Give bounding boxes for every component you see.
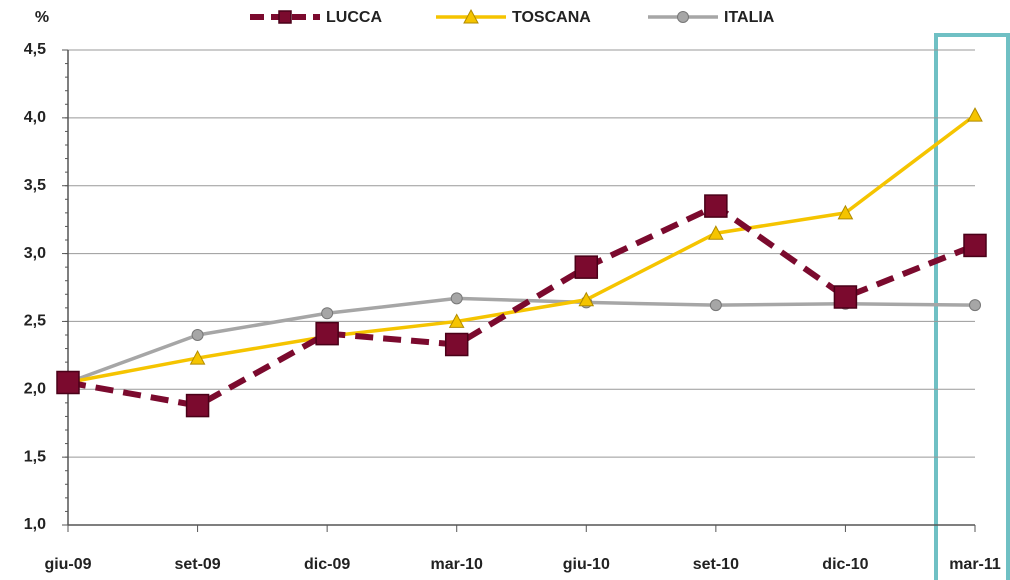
marker <box>56 370 80 395</box>
y-tick-label: 4,0 <box>24 109 46 126</box>
y-tick-label: 2,0 <box>24 381 46 398</box>
series-line <box>67 203 977 409</box>
y-tick-label: 3,0 <box>24 245 46 262</box>
legend-label: TOSCANA <box>512 9 591 26</box>
marker <box>967 107 983 122</box>
marker <box>969 299 981 312</box>
series-line <box>67 113 977 385</box>
marker <box>321 307 334 320</box>
legend-label: LUCCA <box>326 9 382 26</box>
marker <box>677 11 689 23</box>
series-line <box>67 296 976 385</box>
marker <box>450 292 463 305</box>
marker <box>315 321 339 346</box>
marker <box>444 332 469 357</box>
x-tick-label: dic-10 <box>822 556 868 573</box>
marker <box>708 225 724 240</box>
marker <box>833 285 858 309</box>
x-tick-label: mar-10 <box>430 556 483 573</box>
marker <box>278 10 292 24</box>
x-tick-label: set-09 <box>174 556 220 573</box>
x-tick-label: giu-09 <box>44 556 91 573</box>
x-tick-label: giu-10 <box>563 556 610 573</box>
y-tick-label: 3,5 <box>24 177 46 194</box>
legend-label: ITALIA <box>724 9 775 26</box>
marker <box>837 204 854 220</box>
y-tick-label: 2,5 <box>24 313 46 330</box>
marker <box>189 350 206 365</box>
marker <box>709 299 722 312</box>
y-tick-label: 1,0 <box>24 516 46 533</box>
marker <box>578 291 595 307</box>
marker <box>448 313 465 328</box>
y-tick-label: 1,5 <box>24 448 46 465</box>
marker <box>463 8 479 24</box>
marker <box>574 255 599 279</box>
x-tick-label: dic-09 <box>304 556 350 573</box>
marker <box>704 194 728 218</box>
x-tick-label: set-10 <box>693 556 739 573</box>
x-tick-label: mar-11 <box>949 556 1001 573</box>
marker <box>191 329 204 341</box>
y-axis-label: % <box>35 9 49 26</box>
marker <box>185 393 210 418</box>
y-tick-label: 4,5 <box>24 41 46 58</box>
marker <box>963 233 987 258</box>
highlight-box <box>934 33 1010 580</box>
